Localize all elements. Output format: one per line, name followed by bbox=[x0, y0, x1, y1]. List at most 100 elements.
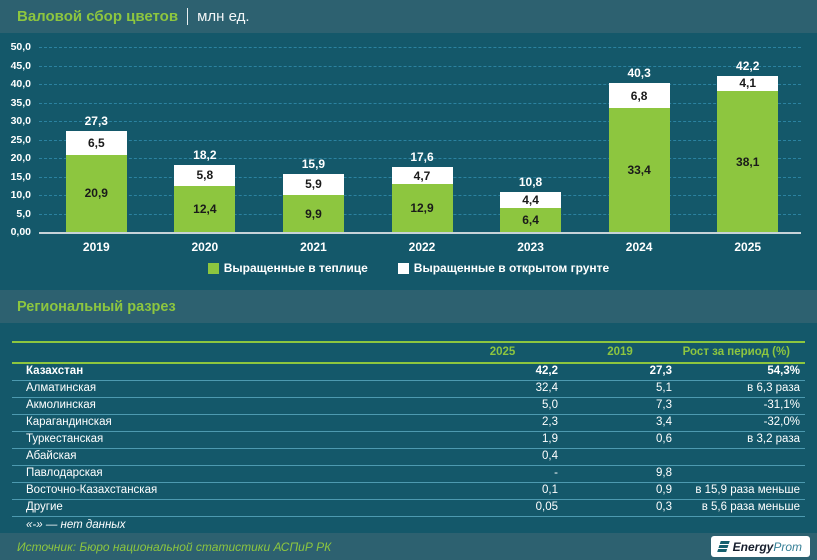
gridline bbox=[39, 121, 801, 122]
table-row: Акмолинская 5,0 7,3 -31,1% bbox=[12, 397, 805, 415]
legend-item: Выращенные в теплице bbox=[207, 261, 368, 275]
gridline bbox=[39, 65, 801, 67]
bar-total-label: 17,6 bbox=[410, 149, 434, 164]
y-axis-tick-label: 40,0 bbox=[10, 78, 31, 90]
region-cell: Другие bbox=[12, 499, 442, 517]
bar-segment-greenhouse: 38,1 bbox=[717, 91, 779, 232]
energyprom-logo: EnergyProm bbox=[710, 536, 810, 557]
x-axis-tick-label: 2021 bbox=[300, 240, 327, 254]
legend-swatch bbox=[397, 262, 409, 274]
value-cell: 27,3 bbox=[563, 363, 677, 381]
y-axis-tick-label: 35,0 bbox=[10, 96, 31, 109]
value-cell: в 5,6 раза меньше bbox=[677, 499, 805, 517]
source-label: Источник: Бюро национальной статистики А… bbox=[17, 539, 332, 554]
region-cell: Павлодарская bbox=[12, 465, 442, 483]
region-cell: Туркестанская bbox=[12, 431, 442, 449]
value-cell: 1,9 bbox=[442, 431, 563, 449]
column-header: 2019 bbox=[563, 342, 677, 364]
bar-total-label: 42,2 bbox=[736, 58, 760, 73]
y-axis-tick-label: 0,00 bbox=[10, 226, 31, 238]
value-cell: 5,0 bbox=[442, 397, 563, 415]
table-row: Другие 0,05 0,3 в 5,6 раза меньше bbox=[12, 499, 805, 517]
y-axis-tick-label: 5,0 bbox=[16, 207, 31, 220]
value-cell: 5,1 bbox=[563, 380, 677, 398]
stacked-bar-chart: 0,00 5,0 10,0 15,0 20,0 25,0 30,0 35,0 40,0 45,0 5… bbox=[0, 33, 817, 290]
value-cell: 7,3 bbox=[563, 397, 677, 415]
value-cell: 9,8 bbox=[563, 465, 677, 483]
regional-table: 2025 2019 Рост за период (%) Казахстан 42,2… bbox=[12, 341, 805, 517]
y-axis-tick-label: 30,0 bbox=[10, 115, 31, 127]
gridline bbox=[39, 47, 801, 48]
table-row: Карагандинская 2,3 3,4 -32,0% bbox=[12, 414, 805, 432]
y-axis-tick-label: 15,0 bbox=[10, 170, 31, 183]
y-axis-tick-label: 10,0 bbox=[10, 189, 31, 201]
regional-table-section: 2025 2019 Рост за период (%) Казахстан 42,2… bbox=[12, 323, 805, 536]
value-cell: 0,9 bbox=[563, 482, 677, 500]
x-axis-tick-label: 2023 bbox=[517, 240, 544, 254]
bar-segment-greenhouse: 6,4 bbox=[500, 208, 562, 232]
bar-segment-open-ground: 5,8 bbox=[174, 164, 236, 187]
bar-total-label: 18,2 bbox=[193, 147, 217, 162]
y-axis-tick-label: 50,0 bbox=[10, 41, 31, 53]
bar-segment-greenhouse: 12,9 bbox=[391, 184, 453, 232]
y-axis-tick-label: 25,0 bbox=[10, 133, 31, 146]
bar-segment-open-ground: 6,8 bbox=[608, 83, 670, 109]
unit-label: млн ед. bbox=[197, 8, 250, 25]
value-cell bbox=[563, 448, 677, 466]
value-cell: 0,1 bbox=[442, 482, 563, 500]
title-divider bbox=[187, 8, 189, 25]
value-cell: 0,3 bbox=[563, 499, 677, 517]
x-axis-tick-label: 2020 bbox=[191, 240, 219, 254]
region-cell: Алматинская bbox=[12, 380, 442, 398]
table-body: Казахстан 42,2 27,3 54,3% Алматинская 32,4 5,1… bbox=[12, 363, 805, 517]
bar-segment-greenhouse: 12,4 bbox=[174, 186, 236, 232]
x-axis-tick-label: 2025 bbox=[734, 240, 762, 254]
gridline bbox=[39, 158, 801, 159]
bar-total-label: 10,8 bbox=[518, 175, 543, 190]
bar-total-label: 27,3 bbox=[84, 113, 108, 128]
bar-segment-open-ground: 4,7 bbox=[391, 166, 453, 185]
legend-label: Выращенные в теплице bbox=[223, 261, 368, 275]
value-cell: в 15,9 раза меньше bbox=[677, 482, 805, 500]
x-axis-tick-label: 2024 bbox=[625, 240, 653, 254]
gridline bbox=[39, 84, 801, 85]
value-cell: 0,6 bbox=[563, 431, 677, 449]
chart-title-bar: Валовой сбор цветов млн ед. bbox=[0, 0, 817, 33]
page-title: Валовой сбор цветов bbox=[17, 8, 179, 25]
value-cell: 42,2 bbox=[442, 363, 563, 381]
column-header: 2025 bbox=[442, 342, 563, 364]
legend-item: Выращенные в открытом грунте bbox=[397, 261, 610, 275]
region-cell: Казахстан bbox=[12, 363, 442, 381]
bar-segment-open-ground: 6,5 bbox=[65, 130, 127, 155]
x-axis-tick-label: 2022 bbox=[408, 240, 436, 254]
table-title-bar: Региональный разрез bbox=[0, 290, 817, 323]
y-axis-tick-label: 45,0 bbox=[10, 59, 31, 72]
value-cell: - bbox=[442, 465, 563, 483]
region-cell: Карагандинская bbox=[12, 414, 442, 432]
gridline bbox=[39, 139, 801, 141]
x-axis-tick-label: 2019 bbox=[82, 240, 110, 254]
bar-segment-open-ground: 4,4 bbox=[500, 192, 562, 209]
bar-total-label: 40,3 bbox=[627, 66, 651, 81]
region-cell: Абайская bbox=[12, 448, 442, 466]
value-cell bbox=[677, 465, 805, 483]
value-cell: 32,4 bbox=[442, 380, 563, 398]
value-cell: -31,1% bbox=[677, 397, 805, 415]
legend-swatch bbox=[207, 262, 219, 274]
chart-legend: Выращенные в теплице Выращенные в открыто… bbox=[0, 261, 817, 275]
table-row: Павлодарская -9,8 bbox=[12, 465, 805, 483]
value-cell: в 3,2 раза bbox=[677, 431, 805, 449]
bar-segment-greenhouse: 20,9 bbox=[65, 154, 127, 232]
region-cell: Восточно-Казахстанская bbox=[12, 482, 442, 500]
table-header-row: 2025 2019 Рост за период (%) bbox=[12, 342, 805, 364]
bar-segment-greenhouse: 9,9 bbox=[282, 195, 344, 232]
footer-bar: Источник: Бюро национальной статистики А… bbox=[0, 533, 817, 560]
table-row: Алматинская 32,4 5,1 в 6,3 раза bbox=[12, 380, 805, 398]
column-header bbox=[12, 342, 442, 364]
column-header: Рост за период (%) bbox=[677, 342, 805, 364]
value-cell: 2,3 bbox=[442, 414, 563, 432]
legend-label: Выращенные в открытом грунте bbox=[413, 261, 610, 275]
value-cell: 54,3% bbox=[677, 363, 805, 381]
value-cell: 3,4 bbox=[563, 414, 677, 432]
